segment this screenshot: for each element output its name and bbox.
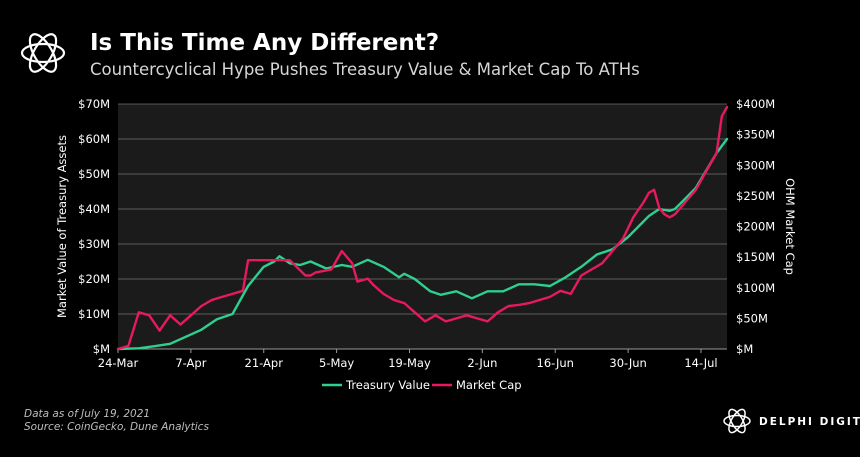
x-tick-label: 5-May xyxy=(319,356,354,370)
plot-area xyxy=(118,104,727,349)
y2-tick-label: $400M xyxy=(736,97,775,111)
y2-tick-label: $M xyxy=(736,342,753,356)
source-note: Source: CoinGecko, Dune Analytics xyxy=(24,421,209,433)
y-tick-label: $30M xyxy=(78,237,110,251)
legend-treasury-label: Treasury Value xyxy=(345,378,430,392)
y2-tick-label: $350M xyxy=(736,128,775,142)
y-tick-label: $20M xyxy=(78,272,110,286)
x-tick-label: 21-Apr xyxy=(245,356,284,370)
x-tick-label: 14-Jul xyxy=(684,356,717,370)
brand-name: DELPHI DIGITAL xyxy=(759,416,860,428)
x-tick-label: 2-Jun xyxy=(467,356,497,370)
y2-tick-label: $150M xyxy=(736,250,775,264)
x-tick-label: 30-Jun xyxy=(609,356,646,370)
y-tick-label: $40M xyxy=(78,202,110,216)
y2-tick-label: $300M xyxy=(736,158,775,172)
y-tick-label: $60M xyxy=(78,132,110,146)
y-tick-label: $M xyxy=(93,342,110,356)
data-as-of-note: Data as of July 19, 2021 xyxy=(24,408,151,420)
y2-tick-label: $200M xyxy=(736,220,775,234)
y2-tick-label: $250M xyxy=(736,189,775,203)
y-tick-label: $70M xyxy=(78,97,110,111)
x-tick-label: 24-Mar xyxy=(98,356,139,370)
y-tick-label: $10M xyxy=(78,307,110,321)
y2-tick-label: $100M xyxy=(736,281,775,295)
y2-axis-title: OHM Market Cap xyxy=(783,178,797,275)
x-tick-label: 7-Apr xyxy=(175,356,206,370)
chart-title: Is This Time Any Different? xyxy=(90,30,440,56)
y-axis-title: Market Value of Treasury Assets xyxy=(55,135,69,318)
y2-tick-label: $50M xyxy=(736,311,768,325)
y-tick-label: $50M xyxy=(78,167,110,181)
treasury-value-line xyxy=(116,137,729,351)
delphi-logo-icon xyxy=(20,33,66,73)
market-cap-line xyxy=(116,105,729,351)
delphi-ring-icon xyxy=(723,408,751,434)
chart-subtitle: Countercyclical Hype Pushes Treasury Val… xyxy=(90,60,640,79)
x-tick-label: 19-May xyxy=(388,356,431,370)
brand-mark: DELPHI DIGITAL xyxy=(720,404,860,440)
legend-market-cap-label: Market Cap xyxy=(456,378,522,392)
x-tick-label: 16-Jun xyxy=(537,356,574,370)
